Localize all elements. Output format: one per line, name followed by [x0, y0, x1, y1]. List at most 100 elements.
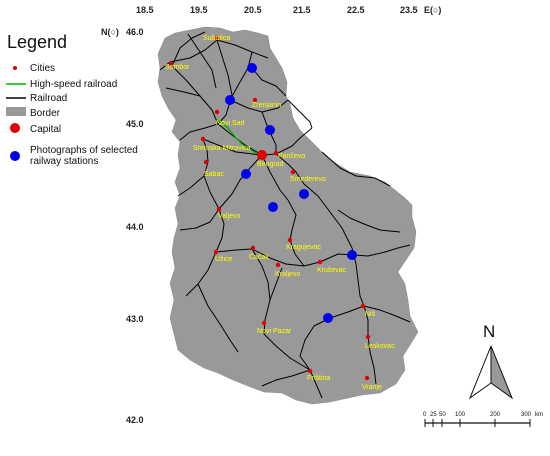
city-marker	[214, 109, 220, 115]
city-labels: Subotica Sombor Zrenjanin Novi Sad Srems…	[165, 35, 395, 391]
legend-item-label: High-speed railroad	[30, 79, 117, 90]
scale-tick: 200	[490, 412, 501, 418]
legend-station-symbol	[10, 151, 20, 161]
city-marker	[365, 334, 371, 340]
longitude-axis: 18.5 19.5 20.5 21.5 22.5 23.5 E(○)	[136, 5, 441, 15]
legend-city-symbol	[13, 66, 17, 70]
city-label: Pančevo	[278, 153, 305, 160]
legend-item-label: Capital	[30, 124, 61, 135]
north-arrow-label: N	[483, 322, 495, 341]
city-label: Užice	[215, 256, 233, 263]
station-marker	[265, 125, 275, 135]
latitude-tick: 43.0	[126, 314, 144, 324]
railroad-line	[299, 305, 365, 371]
city-markers	[168, 35, 371, 381]
legend-item-label: Border	[30, 108, 61, 119]
scale-tick: 25	[430, 412, 437, 418]
legend-border-symbol	[6, 107, 26, 116]
railroad-line	[261, 111, 277, 154]
capital-marker	[257, 150, 267, 160]
railroad-line	[171, 31, 206, 67]
latitude-axis-label: N(○)	[101, 27, 119, 37]
city-label: Leskovac	[365, 343, 395, 350]
railroad-line	[261, 369, 311, 387]
railroad-line	[363, 305, 411, 323]
city-marker	[275, 262, 281, 268]
station-marker	[268, 202, 278, 212]
city-marker	[200, 136, 206, 142]
railroad-line	[177, 175, 205, 197]
railroad-line	[287, 99, 313, 129]
city-label: Subotica	[203, 35, 230, 42]
railroad-line	[216, 39, 233, 125]
railroad-line	[303, 244, 411, 267]
city-marker	[364, 375, 370, 381]
city-label: Smederevo	[290, 176, 326, 183]
city-marker	[252, 97, 258, 103]
railroad-line	[263, 333, 311, 371]
railroad-line	[337, 209, 401, 233]
city-label: Zrenjanin	[252, 102, 281, 109]
railroad-line	[309, 369, 323, 399]
city-marker	[216, 206, 222, 212]
city-marker	[168, 61, 174, 67]
scale-unit: km	[535, 412, 543, 418]
railroad-line	[321, 151, 391, 187]
scale-bar: 0 25 50 100 200 300 km	[423, 412, 543, 427]
railroad-line	[218, 154, 263, 210]
station-marker	[225, 95, 235, 105]
railway-station-markers	[225, 63, 357, 323]
city-marker	[213, 249, 219, 255]
railroad-line	[289, 239, 305, 267]
city-label: Beograd	[257, 161, 284, 168]
longitude-tick: 20.5	[244, 5, 262, 15]
legend-capital-symbol	[10, 123, 20, 133]
city-label: Priština	[307, 375, 330, 382]
longitude-tick: 23.5	[400, 5, 418, 15]
railroad-line	[179, 208, 220, 231]
legend: Legend Cities High-speed railroad Railro…	[6, 32, 138, 167]
latitude-tick: 45.0	[126, 119, 144, 129]
railroad-line	[229, 51, 253, 101]
legend-title: Legend	[7, 32, 67, 52]
station-marker	[299, 189, 309, 199]
city-label: Šabac	[204, 169, 224, 178]
latitude-tick: 46.0	[126, 27, 144, 37]
scale-tick: 0	[423, 412, 427, 418]
railroad-line	[363, 305, 377, 385]
railroad-line	[203, 175, 220, 210]
railroad-line	[202, 138, 209, 177]
city-marker	[261, 320, 267, 326]
railroad-line	[303, 183, 353, 249]
city-marker	[203, 159, 209, 165]
legend-item-label: Cities	[30, 63, 55, 74]
railroad-line	[275, 153, 305, 185]
railroad-line	[216, 39, 269, 59]
city-label: Kraljevo	[275, 271, 300, 278]
railroad-line	[251, 248, 271, 301]
railroad-line	[215, 208, 225, 253]
latitude-tick: 44.0	[126, 222, 144, 232]
railroad-line	[187, 33, 217, 89]
north-arrow-right-half	[490, 345, 514, 400]
city-marker	[360, 303, 366, 309]
longitude-tick: 21.5	[293, 5, 311, 15]
railroad-line	[197, 283, 239, 353]
longitude-tick: 18.5	[136, 5, 154, 15]
latitude-tick: 42.0	[126, 415, 144, 425]
city-marker	[307, 368, 313, 374]
station-marker	[247, 63, 257, 73]
legend-item-label: Railroad	[30, 93, 67, 104]
station-marker	[347, 250, 357, 260]
scale-tick: 300	[521, 412, 532, 418]
station-marker	[241, 169, 251, 179]
city-label: Valjevo	[218, 213, 241, 220]
latitude-axis: N(○) 46.0 45.0 44.0 43.0 42.0	[101, 27, 144, 425]
city-label: Kragujevac	[286, 244, 322, 251]
city-label: Niš	[365, 311, 376, 318]
scale-tick: 50	[439, 412, 446, 418]
city-marker	[273, 150, 279, 156]
railroad-line	[261, 127, 313, 156]
city-label: Vranje	[362, 384, 382, 391]
